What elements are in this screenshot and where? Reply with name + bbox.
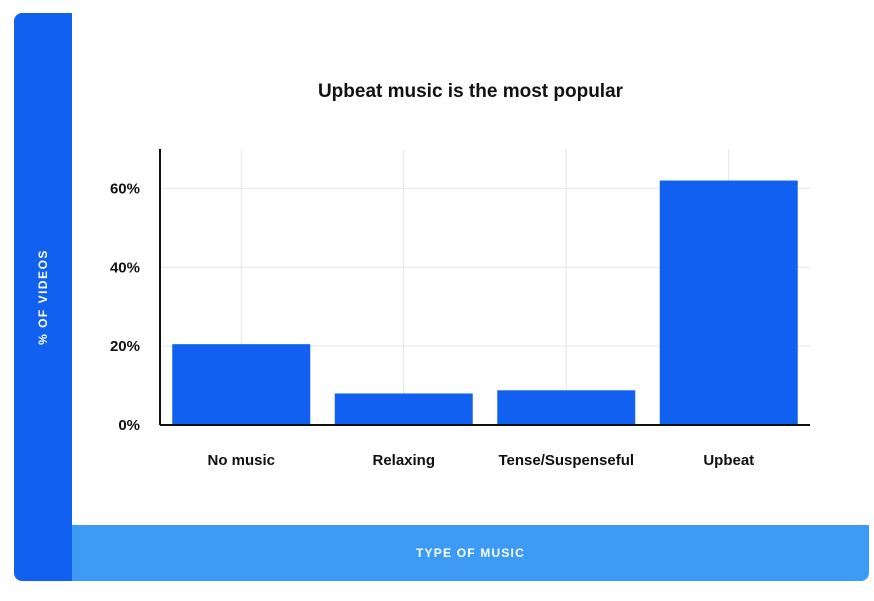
y-tick-label: 60% <box>110 180 140 197</box>
y-tick-label: 40% <box>110 259 140 276</box>
x-tick-label: No music <box>207 452 275 469</box>
chart-title: Upbeat music is the most popular <box>317 81 624 102</box>
x-tick-label: Relaxing <box>372 452 435 469</box>
x-axis-band: TYPE OF MUSIC <box>72 525 869 581</box>
y-axis-band: % OF VIDEOS <box>14 13 72 581</box>
bar-tense-suspenseful <box>497 390 636 425</box>
x-axis-label: TYPE OF MUSIC <box>416 546 525 560</box>
bar-chart: 0% 20% 40% 60% No music Relaxing Tense/Suspens… <box>110 149 810 469</box>
y-tick-label: 0% <box>118 417 140 434</box>
y-tick-label: 20% <box>110 338 140 355</box>
bar-relaxing <box>334 393 473 425</box>
bar-upbeat <box>659 180 798 425</box>
chart-card: % OF VIDEOS TYPE OF MUSIC Upbeat music i… <box>14 13 869 581</box>
x-tick-label: Tense/Suspenseful <box>498 452 634 469</box>
bar-no-music <box>172 344 311 425</box>
x-tick-label: Upbeat <box>703 452 754 469</box>
